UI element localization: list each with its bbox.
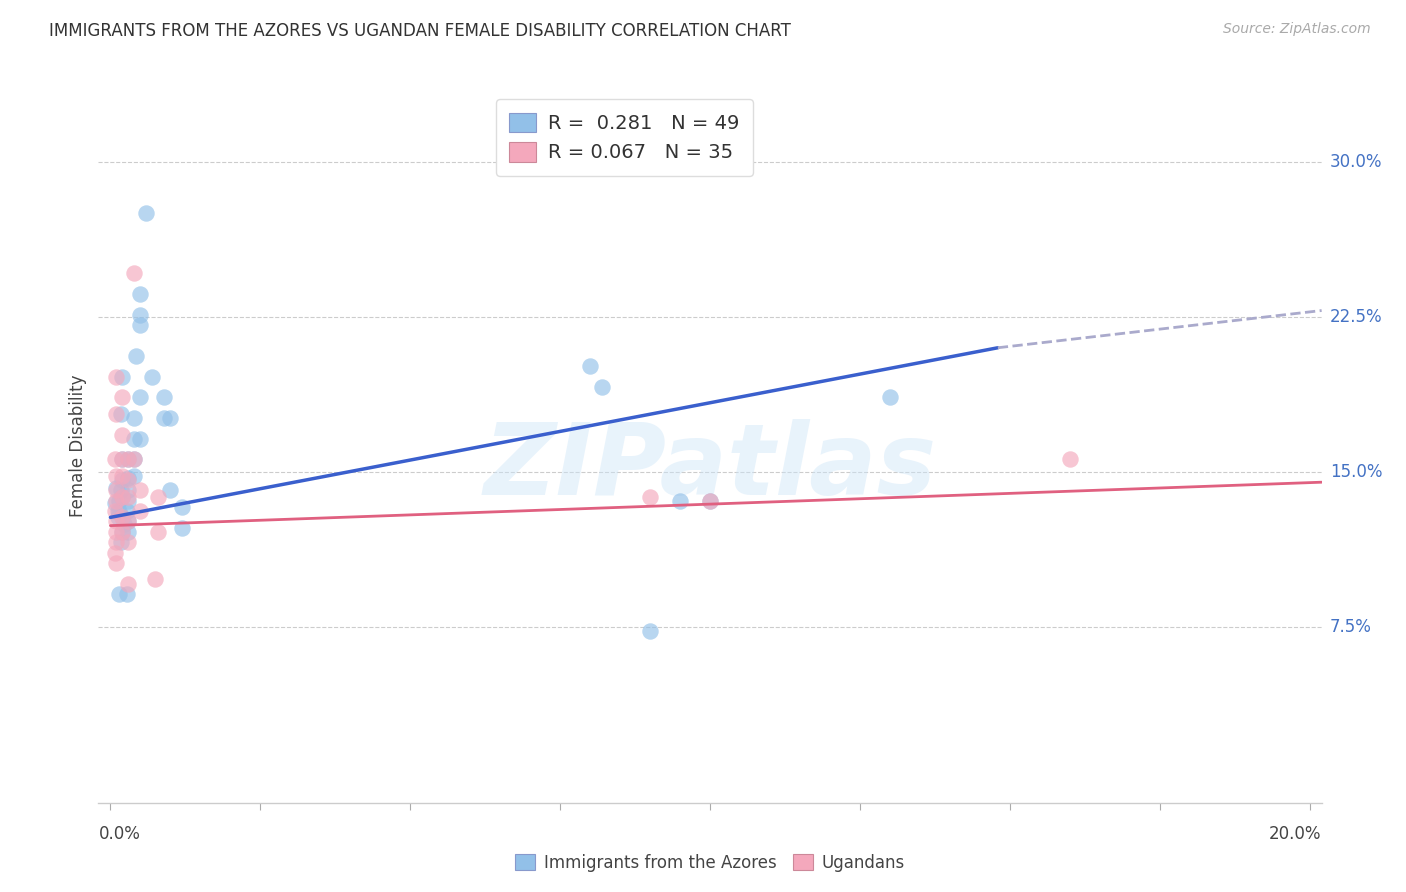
Point xyxy=(105,535,128,549)
Point xyxy=(669,493,692,508)
Point xyxy=(110,407,132,421)
Point xyxy=(112,516,135,531)
Point xyxy=(111,452,134,467)
Point xyxy=(111,391,134,405)
Point xyxy=(105,483,128,498)
Point xyxy=(108,504,131,518)
Point xyxy=(129,432,152,446)
Point xyxy=(105,515,128,529)
Point xyxy=(111,490,134,504)
Point xyxy=(104,496,127,510)
Point xyxy=(105,369,128,384)
Point xyxy=(110,483,132,498)
Point xyxy=(105,524,128,539)
Point xyxy=(699,493,721,508)
Point xyxy=(117,524,139,539)
Text: 15.0%: 15.0% xyxy=(1330,463,1382,481)
Legend: R =  0.281   N = 49, R = 0.067   N = 35: R = 0.281 N = 49, R = 0.067 N = 35 xyxy=(496,99,754,176)
Point xyxy=(105,407,128,421)
Point xyxy=(879,391,901,405)
Point xyxy=(591,380,613,394)
Point xyxy=(159,483,181,498)
Point xyxy=(108,493,131,508)
Point xyxy=(135,206,157,220)
Point xyxy=(148,524,170,539)
Point xyxy=(129,318,152,332)
Point xyxy=(115,504,138,518)
Point xyxy=(117,483,139,498)
Text: 7.5%: 7.5% xyxy=(1330,618,1372,636)
Point xyxy=(117,515,139,529)
Point xyxy=(105,556,128,570)
Point xyxy=(111,510,134,524)
Point xyxy=(111,510,134,524)
Text: Source: ZipAtlas.com: Source: ZipAtlas.com xyxy=(1223,22,1371,37)
Point xyxy=(117,576,139,591)
Text: 22.5%: 22.5% xyxy=(1330,308,1382,326)
Point xyxy=(117,515,139,529)
Point xyxy=(124,411,146,425)
Point xyxy=(111,473,134,487)
Point xyxy=(124,266,146,280)
Point xyxy=(141,369,163,384)
Point xyxy=(124,349,146,363)
Text: 30.0%: 30.0% xyxy=(1330,153,1382,170)
Point xyxy=(148,490,170,504)
Point xyxy=(111,469,134,483)
Point xyxy=(124,469,146,483)
Point xyxy=(145,573,167,587)
Point xyxy=(111,490,134,504)
Point xyxy=(129,391,152,405)
Point xyxy=(111,524,134,539)
Point xyxy=(153,391,176,405)
Point xyxy=(111,452,134,467)
Point xyxy=(699,493,721,508)
Point xyxy=(124,432,146,446)
Point xyxy=(1059,452,1081,467)
Point xyxy=(115,587,138,601)
Point xyxy=(110,535,132,549)
Point xyxy=(111,427,134,442)
Point xyxy=(172,500,194,514)
Point xyxy=(117,493,139,508)
Text: 0.0%: 0.0% xyxy=(98,825,141,843)
Text: ZIPatlas: ZIPatlas xyxy=(484,419,936,516)
Point xyxy=(104,504,127,518)
Point xyxy=(111,524,134,539)
Text: 20.0%: 20.0% xyxy=(1270,825,1322,843)
Point xyxy=(105,469,128,483)
Point xyxy=(117,452,139,467)
Point xyxy=(105,493,128,508)
Point xyxy=(153,411,176,425)
Point xyxy=(117,490,139,504)
Point xyxy=(579,359,602,374)
Point xyxy=(107,504,129,518)
Point xyxy=(172,521,194,535)
Point xyxy=(108,587,131,601)
Point xyxy=(117,471,139,485)
Point xyxy=(104,545,127,559)
Point xyxy=(129,308,152,322)
Y-axis label: Female Disability: Female Disability xyxy=(69,375,87,517)
Point xyxy=(107,510,129,524)
Point xyxy=(105,482,128,496)
Point xyxy=(124,452,146,467)
Point xyxy=(111,369,134,384)
Point xyxy=(638,490,661,504)
Point xyxy=(117,452,139,467)
Point xyxy=(638,624,661,639)
Point xyxy=(129,504,152,518)
Point xyxy=(129,287,152,301)
Point xyxy=(104,452,127,467)
Point xyxy=(117,473,139,487)
Text: IMMIGRANTS FROM THE AZORES VS UGANDAN FEMALE DISABILITY CORRELATION CHART: IMMIGRANTS FROM THE AZORES VS UGANDAN FE… xyxy=(49,22,792,40)
Point xyxy=(124,452,146,467)
Point xyxy=(129,483,152,498)
Point xyxy=(117,535,139,549)
Point xyxy=(159,411,181,425)
